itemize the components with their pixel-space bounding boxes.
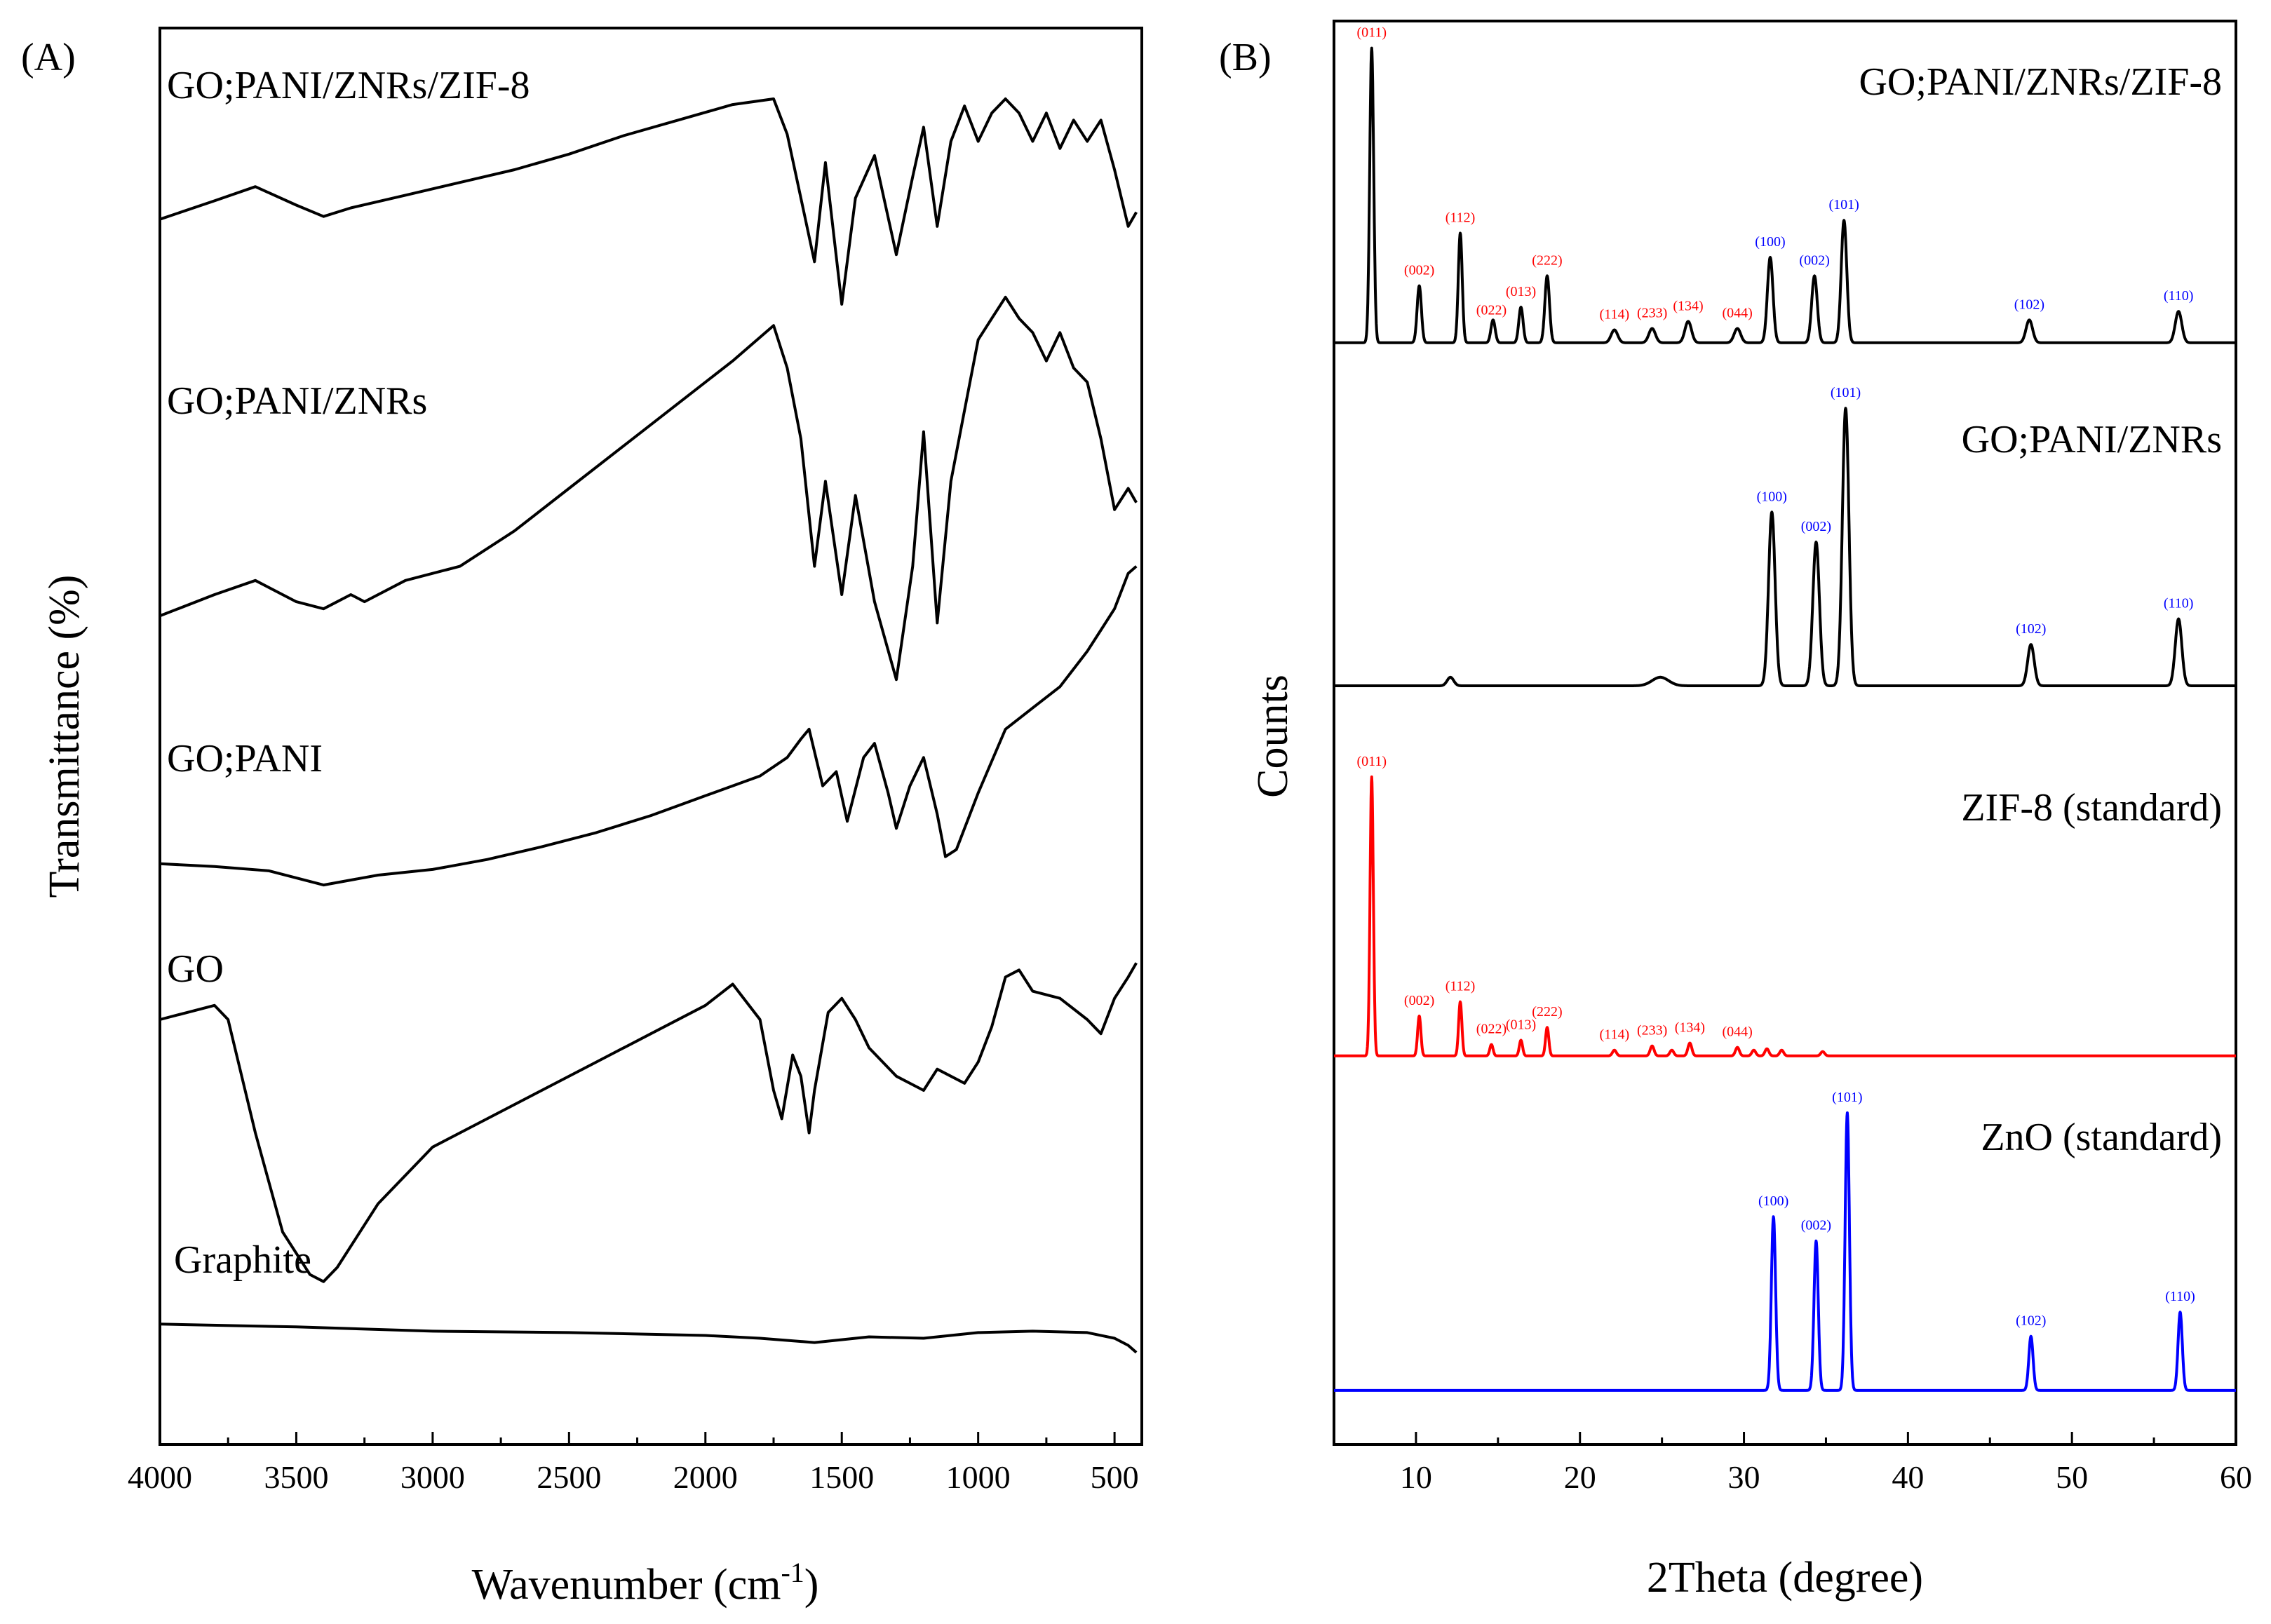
panel-a-trace-label-go-pani-znrs: GO;PANI/ZNRs — [167, 379, 427, 423]
panel-b-hkl-label: (002) — [1801, 1218, 1831, 1233]
panel-a-series-graphite — [159, 1322, 1138, 1354]
panel-b-hkl-label: (022) — [1476, 1022, 1507, 1037]
panel-a-tick-label-1500: 1500 — [809, 1459, 874, 1495]
panel-b-hkl-label: (002) — [1799, 252, 1829, 268]
panel-b-trace-labels: GO;PANI/ZNRs/ZIF-8 GO;PANI/ZNRs ZIF-8 (sta… — [1859, 60, 2222, 1159]
panel-b-hkl-label: (112) — [1446, 210, 1476, 225]
panel-a-series — [159, 97, 1138, 1354]
panel-b-tick-label-50: 50 — [2056, 1459, 2088, 1495]
panel-b-hkl-label: (044) — [1723, 1024, 1753, 1040]
panel-b-hkl-label: (002) — [1801, 519, 1831, 534]
panel-a-x-axis-title: Wavenumber (cm-1) — [472, 1557, 819, 1609]
panel-a-tick-label-2500: 2500 — [537, 1459, 601, 1495]
panel-b: (B) 10 20 30 40 50 60 (011)(002)(112)(022)(01… — [1219, 20, 2252, 1602]
panel-b-hkl-label: (110) — [2164, 288, 2194, 304]
panel-a-tick-label-3500: 3500 — [264, 1459, 328, 1495]
panel-a: (A) 4000 3500 3000 2500 2000 1500 1000 500 GO;P… — [21, 27, 1143, 1609]
panel-b-series-go-pani-znrs — [1333, 407, 2237, 687]
panel-b-hkl-label: (110) — [2165, 1289, 2195, 1304]
panel-a-trace-label-go-pani-znrs-zif-8: GO;PANI/ZNRs/ZIF-8 — [167, 64, 530, 107]
panel-b-hkl-label: (102) — [2016, 621, 2046, 637]
panel-b-hkl-label: (134) — [1673, 298, 1703, 313]
panel-a-x-ticks: 4000 3500 3000 2500 2000 1500 1000 500 — [128, 1432, 1139, 1495]
panel-b-x-axis-title: 2Theta (degree) — [1647, 1554, 1923, 1602]
panel-b-hkl-label: (233) — [1637, 305, 1667, 320]
panel-a-tick-label-4000: 4000 — [128, 1459, 192, 1495]
panel-b-tick-label-40: 40 — [1892, 1459, 1924, 1495]
panel-a-x-axis-title-close: ) — [804, 1561, 819, 1609]
panel-b-hkl-label: (101) — [1829, 197, 1859, 212]
panel-b-series-zif-8-standard — [1333, 775, 2237, 1057]
panel-a-series-go-pani-znrs-zif-8 — [159, 97, 1138, 306]
panel-b-hkl-label: (222) — [1532, 1004, 1562, 1020]
panel-a-tick-label-500: 500 — [1091, 1459, 1139, 1495]
panel-b-series — [1333, 46, 2237, 1392]
panel-b-x-ticks: 10 20 30 40 50 60 — [1333, 1432, 2252, 1495]
panel-b-hkl-label: (022) — [1476, 303, 1507, 318]
panel-a-y-axis-title: Transmittance (%) — [41, 575, 88, 898]
panel-b-hkl-label: (114) — [1600, 307, 1630, 323]
panel-a-frame — [159, 27, 1143, 1446]
panel-b-hkl-label: (233) — [1637, 1023, 1667, 1038]
panel-b-label: (B) — [1219, 36, 1272, 79]
panel-a-series-go-pani — [159, 565, 1138, 887]
panel-b-hkl-label: (011) — [1356, 754, 1387, 769]
panel-b-trace-label-zif-8-standard: ZIF-8 (standard) — [1961, 786, 2222, 830]
panel-b-y-axis-title: Counts — [1249, 675, 1297, 798]
panel-b-hkl-label: (013) — [1506, 284, 1536, 299]
panel-b-series-zno-standard — [1333, 1111, 2237, 1392]
panel-b-hkl-label: (100) — [1755, 234, 1785, 250]
panel-a-trace-label-go: GO — [167, 947, 224, 991]
panel-b-series-go-pani-znrs-zif-8 — [1333, 46, 2237, 344]
panel-a-tick-label-2000: 2000 — [673, 1459, 738, 1495]
panel-b-frame — [1333, 20, 2237, 1446]
panel-b-hkl-label: (110) — [2164, 596, 2194, 611]
panel-b-hkl-label: (002) — [1404, 263, 1434, 278]
panel-a-trace-labels: GO;PANI/ZNRs/ZIF-8 GO;PANI/ZNRs GO;PANI GO G… — [167, 64, 530, 1282]
panel-b-trace-label-go-pani-znrs-zif-8: GO;PANI/ZNRs/ZIF-8 — [1859, 60, 2222, 104]
panel-b-annotations: (011)(002)(112)(022)(013)(222)(114) (233)… — [1356, 25, 2195, 1329]
panel-b-tick-label-10: 10 — [1400, 1459, 1432, 1495]
panel-a-label: (A) — [21, 36, 76, 79]
panel-a-x-axis-title-sup: -1 — [781, 1557, 804, 1588]
panel-b-hkl-label: (100) — [1758, 1193, 1788, 1209]
panel-b-tick-label-30: 30 — [1728, 1459, 1760, 1495]
panel-b-hkl-label: (134) — [1675, 1020, 1705, 1036]
panel-b-tick-label-60: 60 — [2220, 1459, 2252, 1495]
panel-b-hkl-label: (044) — [1723, 305, 1753, 320]
panel-b-hkl-label: (222) — [1532, 252, 1562, 268]
panel-a-tick-label-1000: 1000 — [946, 1459, 1011, 1495]
panel-b-tick-label-20: 20 — [1564, 1459, 1596, 1495]
panel-b-trace-label-zno-standard: ZnO (standard) — [1981, 1116, 2222, 1159]
panel-b-hkl-label: (102) — [2014, 297, 2044, 312]
panel-b-hkl-label: (002) — [1404, 993, 1434, 1008]
panel-a-series-go-pani-znrs — [159, 295, 1138, 682]
panel-b-hkl-label: (013) — [1506, 1017, 1536, 1032]
panel-b-hkl-label: (112) — [1446, 979, 1476, 994]
panel-a-trace-label-go-pani: GO;PANI — [167, 737, 323, 780]
panel-a-x-axis-title-main: Wavenumber (cm — [472, 1561, 781, 1609]
panel-b-hkl-label: (101) — [1832, 1090, 1862, 1105]
panel-a-trace-label-graphite: Graphite — [174, 1238, 311, 1282]
panel-a-tick-label-3000: 3000 — [400, 1459, 465, 1495]
panel-a-series-go — [159, 962, 1138, 1283]
panel-b-hkl-label: (100) — [1757, 489, 1787, 504]
panel-b-hkl-label: (101) — [1831, 385, 1861, 400]
panel-b-hkl-label: (114) — [1600, 1027, 1630, 1043]
panel-b-hkl-label: (011) — [1356, 25, 1387, 41]
panel-b-hkl-label: (102) — [2016, 1313, 2046, 1329]
panel-b-trace-label-go-pani-znrs: GO;PANI/ZNRs — [1962, 418, 2222, 461]
